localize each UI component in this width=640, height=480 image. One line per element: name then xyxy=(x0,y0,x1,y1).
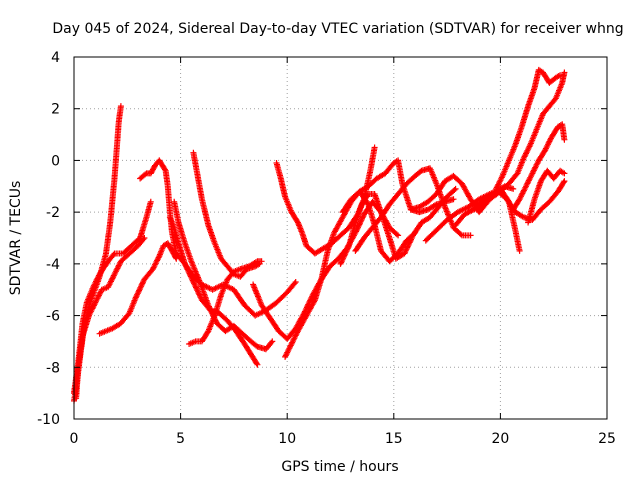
x-tick-label: 20 xyxy=(491,431,509,447)
x-tick-label: 0 xyxy=(70,431,79,447)
series-track-11 xyxy=(282,188,419,360)
data-series xyxy=(71,66,568,404)
x-tick-label: 10 xyxy=(278,431,296,447)
series-track-3 xyxy=(73,235,148,402)
y-axis-label: SDTVAR / TECUs xyxy=(8,181,24,296)
y-tick-label: -2 xyxy=(46,205,60,221)
series-track-4 xyxy=(96,240,180,337)
axis-ticks: 0 5 10 15 20 25 -10 -8 -6 -4 -2 0 2 4 xyxy=(37,50,616,447)
y-tick-label: -8 xyxy=(46,360,60,376)
series-track-14 xyxy=(339,157,457,216)
series-track-13 xyxy=(337,185,459,267)
y-tick-label: 4 xyxy=(51,50,60,66)
series-track-19 xyxy=(465,69,568,216)
y-tick-label: 0 xyxy=(51,153,60,169)
series-track-6 xyxy=(166,214,299,319)
series-track-20 xyxy=(493,66,564,192)
y-tick-label: -10 xyxy=(37,412,60,428)
series-track-15 xyxy=(352,165,474,254)
y-tick-label: -4 xyxy=(46,257,60,273)
chart-title: Day 045 of 2024, Sidereal Day-to-day VTE… xyxy=(52,21,623,37)
x-tick-label: 15 xyxy=(385,431,403,447)
x-tick-label: 25 xyxy=(598,431,616,447)
x-tick-label: 5 xyxy=(176,431,185,447)
y-tick-label: 2 xyxy=(51,102,60,118)
x-axis-label: GPS time / hours xyxy=(281,459,398,475)
series-track-21 xyxy=(510,121,568,213)
series-track-8 xyxy=(190,149,263,280)
series-track-22 xyxy=(525,167,568,226)
series-track-9 xyxy=(171,198,276,353)
plot-frame xyxy=(73,56,608,420)
series-track-17 xyxy=(422,185,523,254)
y-tick-label: -6 xyxy=(46,309,60,325)
